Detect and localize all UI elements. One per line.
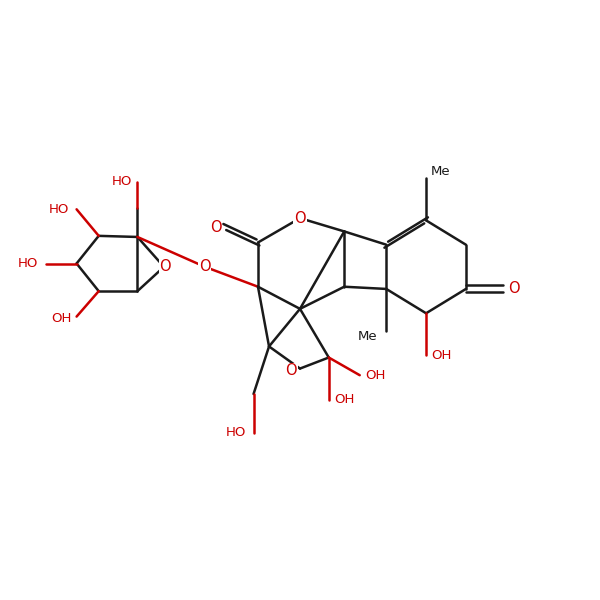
Text: OH: OH xyxy=(431,349,452,362)
Text: Me: Me xyxy=(431,165,450,178)
Text: O: O xyxy=(294,211,306,226)
Text: O: O xyxy=(199,259,211,274)
Text: O: O xyxy=(286,363,297,378)
Text: O: O xyxy=(508,281,519,296)
Text: O: O xyxy=(159,259,171,274)
Text: HO: HO xyxy=(226,426,246,439)
Text: O: O xyxy=(210,220,222,235)
Text: HO: HO xyxy=(112,175,132,188)
Text: HO: HO xyxy=(18,257,38,270)
Text: OH: OH xyxy=(365,369,385,382)
Text: OH: OH xyxy=(51,313,71,325)
Text: Me: Me xyxy=(358,330,377,343)
Text: OH: OH xyxy=(334,393,355,406)
Text: HO: HO xyxy=(49,203,69,216)
